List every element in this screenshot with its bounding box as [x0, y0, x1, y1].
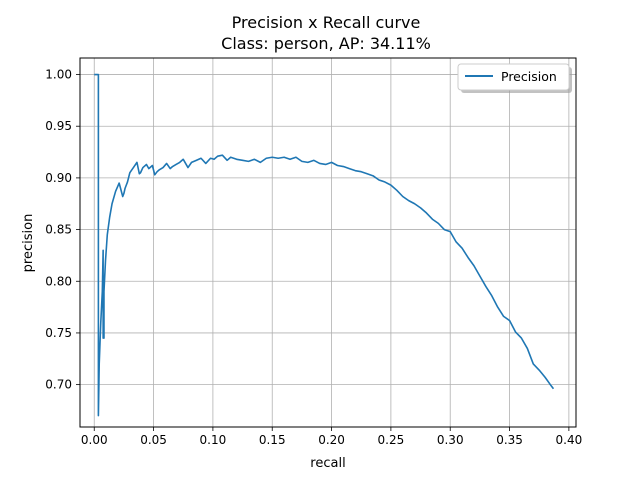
x-tick-label: 0.05: [140, 433, 167, 447]
y-tick-label: 1.00: [45, 68, 72, 82]
x-tick-label: 0.15: [259, 433, 286, 447]
x-tick-label: 0.10: [200, 433, 227, 447]
legend-box: [457, 63, 570, 91]
y-axis-label: precision: [21, 214, 36, 273]
x-tick-label: 0.00: [81, 433, 108, 447]
plot-frame: [79, 57, 577, 428]
y-tick-label: 0.70: [45, 378, 72, 392]
y-tick-label: 0.95: [45, 119, 72, 133]
y-tick-label: 0.90: [45, 171, 72, 185]
chart-subtitle: Class: person, AP: 34.11%: [221, 34, 431, 53]
grid: [80, 58, 576, 427]
x-tick-label: 0.30: [437, 433, 464, 447]
y-axis-ticks: 0.70 0.75 0.80 0.85 0.90 0.95 1.00: [45, 68, 80, 392]
precision-series-line: [94, 73, 555, 417]
legend-label: Precision: [501, 69, 557, 84]
legend: Precision: [457, 63, 572, 93]
y-tick-label: 0.75: [45, 326, 72, 340]
x-tick-label: 0.25: [378, 433, 405, 447]
x-axis-ticks: 0.00 0.05 0.10 0.15 0.20 0.25 0.30 0.35 0.40: [81, 427, 582, 447]
y-tick-label: 0.85: [45, 223, 72, 237]
y-tick-label: 0.80: [45, 274, 72, 288]
x-axis-label: recall: [310, 456, 345, 471]
x-tick-label: 0.20: [318, 433, 345, 447]
x-tick-label: 0.35: [496, 433, 523, 447]
series-layer: [94, 73, 555, 417]
chart-title: Precision x Recall curve: [232, 13, 421, 32]
x-tick-label: 0.40: [556, 433, 583, 447]
